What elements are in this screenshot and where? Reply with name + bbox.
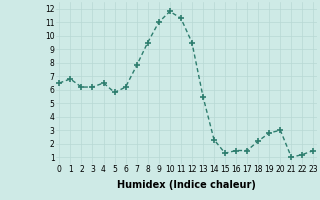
X-axis label: Humidex (Indice chaleur): Humidex (Indice chaleur) xyxy=(117,180,256,190)
